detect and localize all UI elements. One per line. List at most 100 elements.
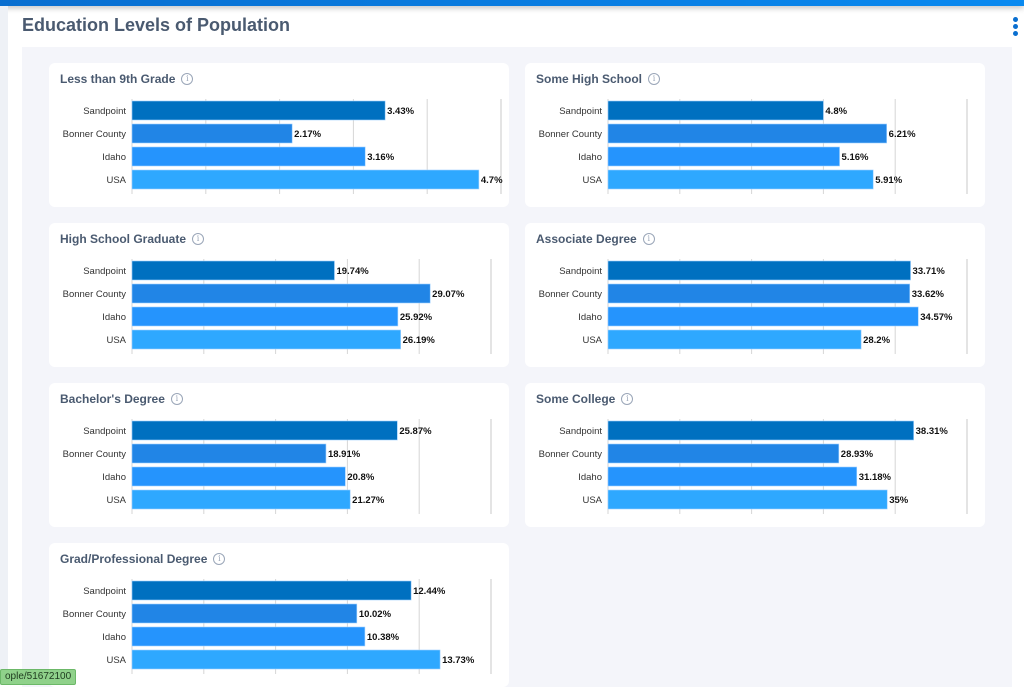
bar[interactable] [131, 489, 351, 510]
data-label: 13.73% [442, 655, 475, 666]
chart-title: Less than 9th Grade [60, 72, 176, 86]
category-label: USA [106, 495, 126, 506]
info-icon[interactable]: i [213, 553, 226, 565]
bar[interactable] [131, 626, 366, 647]
data-label: 2.17% [294, 129, 321, 140]
bar[interactable] [131, 443, 327, 464]
bar[interactable] [131, 603, 358, 624]
bar[interactable] [607, 283, 911, 304]
bar-chart: Sandpoint 19.74% Bonner County 29.07% Idaho 2… [63, 259, 492, 354]
bar-chart: Sandpoint 4.8% Bonner County 6.21% Idaho 5.16… [539, 99, 968, 194]
bar[interactable] [607, 466, 858, 487]
bar[interactable] [607, 169, 874, 190]
category-label: USA [106, 335, 126, 346]
status-url-tooltip: ople/51672100 [0, 669, 77, 685]
chart-title: Some High School [536, 72, 643, 86]
bar[interactable] [131, 283, 431, 304]
data-label: 28.93% [841, 449, 874, 460]
data-label: 31.18% [859, 472, 892, 483]
data-label: 12.44% [413, 586, 446, 597]
bar[interactable] [131, 580, 412, 601]
bar[interactable] [607, 146, 840, 167]
bar[interactable] [131, 100, 386, 121]
category-label: Idaho [578, 312, 602, 323]
data-label: 3.16% [367, 152, 394, 163]
bar[interactable] [131, 466, 346, 487]
kebab-menu-icon[interactable] [1011, 17, 1019, 37]
data-label: 5.91% [875, 175, 902, 186]
bar[interactable] [131, 146, 366, 167]
category-label: Sandpoint [559, 426, 602, 437]
bar[interactable] [607, 123, 887, 144]
chart-title: Bachelor's Degree [60, 392, 165, 406]
data-label: 3.43% [387, 106, 414, 117]
chart-card-some-college: Some College i Sandpoint 38.31% Bonner Coun… [525, 383, 985, 527]
chart-card-some-high-school: Some High School i Sandpoint 4.8% Bonner Co… [525, 63, 985, 207]
bar[interactable] [607, 489, 888, 510]
bar[interactable] [607, 100, 824, 121]
data-label: 26.19% [403, 335, 436, 346]
info-icon[interactable]: i [642, 233, 655, 245]
data-label: 25.92% [400, 312, 433, 323]
info-icon[interactable]: i [648, 73, 661, 85]
category-label: USA [106, 655, 126, 666]
bar[interactable] [607, 260, 911, 281]
chart-card-associate-degree: Associate Degree i Sandpoint 33.71% Bonner … [525, 223, 985, 367]
chart-title: Associate Degree [536, 232, 637, 246]
category-label: Sandpoint [83, 106, 126, 117]
info-icon[interactable]: i [621, 393, 634, 405]
category-label: Idaho [102, 152, 126, 163]
data-label: 10.38% [367, 632, 400, 643]
info-icon[interactable]: i [181, 73, 194, 85]
data-label: 4.8% [825, 106, 847, 117]
category-label: USA [582, 335, 602, 346]
category-label: Bonner County [63, 449, 127, 460]
info-icon[interactable]: i [192, 233, 205, 245]
data-label: 4.7% [481, 175, 503, 186]
data-label: 33.62% [912, 289, 945, 300]
data-label: 19.74% [336, 266, 369, 277]
data-label: 28.2% [863, 335, 890, 346]
category-label: Sandpoint [559, 266, 602, 277]
chart-title: Some College [536, 392, 616, 406]
page-title: Education Levels of Population [22, 15, 291, 35]
data-label: 5.16% [842, 152, 869, 163]
category-label: USA [582, 175, 602, 186]
category-label: Sandpoint [83, 586, 126, 597]
category-label: Bonner County [539, 129, 603, 140]
category-label: Idaho [578, 152, 602, 163]
bar[interactable] [607, 306, 919, 327]
bar-chart: Sandpoint 25.87% Bonner County 18.91% Idaho 2… [63, 419, 492, 514]
category-label: Bonner County [63, 289, 127, 300]
bar-chart: Sandpoint 3.43% Bonner County 2.17% Idaho 3.1… [63, 99, 503, 194]
chart-card-high-school-graduate: High School Graduate i Sandpoint 19.74% Bon… [49, 223, 509, 367]
category-label: Idaho [102, 632, 126, 643]
bar[interactable] [131, 260, 335, 281]
bar-chart: Sandpoint 38.31% Bonner County 28.93% Idaho 3… [539, 419, 968, 514]
data-label: 6.21% [889, 129, 916, 140]
category-label: Idaho [102, 312, 126, 323]
bar[interactable] [131, 649, 441, 670]
bar[interactable] [131, 123, 293, 144]
category-label: Bonner County [539, 289, 603, 300]
info-icon[interactable]: i [170, 393, 183, 405]
bar[interactable] [131, 420, 398, 441]
chart-title: Grad/Professional Degree [60, 552, 208, 566]
bar[interactable] [131, 329, 401, 350]
chart-card-less-than-9th-grade: Less than 9th Grade i Sandpoint 3.43% Bonne… [49, 63, 509, 207]
chart-title: High School Graduate [60, 232, 187, 246]
bar[interactable] [607, 329, 862, 350]
data-label: 38.31% [916, 426, 949, 437]
data-label: 33.71% [913, 266, 946, 277]
bar[interactable] [131, 306, 399, 327]
chart-card-bachelors-degree: Bachelor's Degree i Sandpoint 25.87% Bonner… [49, 383, 509, 527]
top-bar [0, 0, 1024, 6]
bar[interactable] [607, 420, 914, 441]
data-label: 21.27% [352, 495, 385, 506]
bar[interactable] [607, 443, 840, 464]
charts-panel: Less than 9th Grade i Sandpoint 3.43% Bonne… [22, 47, 1012, 687]
bar[interactable] [131, 169, 480, 190]
left-sidebar-strip [0, 6, 8, 685]
data-label: 29.07% [432, 289, 465, 300]
category-label: Bonner County [63, 609, 127, 620]
